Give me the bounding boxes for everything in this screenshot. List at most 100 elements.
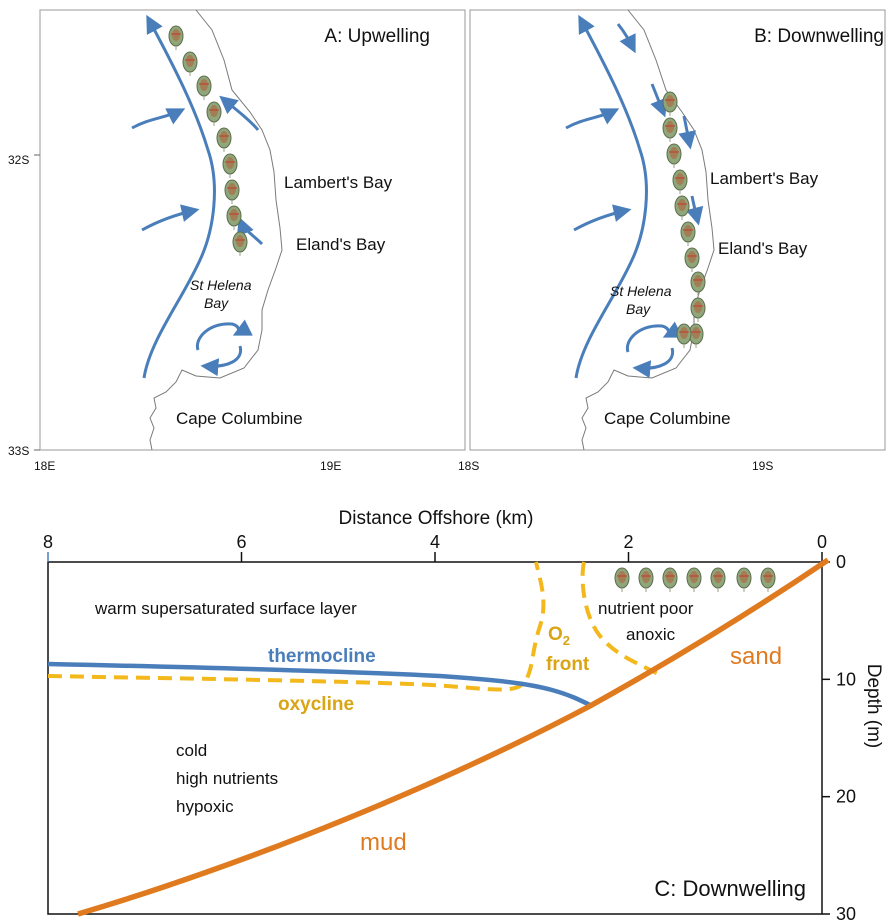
panel-b-inflow-arrow-2 <box>573 204 632 232</box>
panel-b-downwelling-arrow-2 <box>650 83 668 118</box>
label-o2-text: O <box>548 624 563 645</box>
panel-a-onshore-arrow-1 <box>219 95 260 131</box>
panel-a-place-elands: Eland's Bay <box>296 235 386 254</box>
thermocline-line <box>47 661 594 709</box>
panel-c-title: C: Downwelling <box>654 876 806 901</box>
panel-a-upwelling-arrow-1 <box>131 108 186 130</box>
panel-b-title: B: Downwelling <box>754 26 884 47</box>
panel-c-y-ticks: 0 10 20 30 <box>822 552 856 924</box>
panel-b-organism-icon-9 <box>690 297 706 322</box>
panel-a-onshore-arrow-2 <box>237 216 264 246</box>
x-tick-label-8: 8 <box>43 532 53 552</box>
panel-c-y-axis-label: Depth (m) <box>863 664 884 748</box>
panel-a-organism-icon-9 <box>232 231 248 256</box>
panel-a-organism-icon-3 <box>196 75 212 100</box>
panel-b-lon-right: 19S <box>752 459 773 473</box>
panel-a-organisms <box>168 25 248 256</box>
panel-b-organism-icon-1 <box>662 91 678 116</box>
x-tick-label-6: 6 <box>236 532 246 552</box>
panel-c-organism-icon-1 <box>614 567 630 592</box>
panel-a-lon-left: 18E <box>34 459 55 473</box>
panel-a-organism-icon-4 <box>206 101 222 126</box>
panel-b-coastline <box>581 9 715 451</box>
panel-c-organism-icon-4 <box>686 567 702 592</box>
label-cold: cold <box>176 741 207 760</box>
panel-b-organism-icon-6 <box>680 221 696 246</box>
panel-b-organism-icon-11 <box>676 323 692 348</box>
label-high-nutrients: high nutrients <box>176 769 278 788</box>
label-surface-layer: warm supersaturated surface layer <box>94 599 357 618</box>
label-oxycline: oxycline <box>278 694 354 715</box>
label-o2: O2 <box>548 624 570 648</box>
panel-b-organism-icon-5 <box>674 195 690 220</box>
y-tick-label-30: 30 <box>836 904 856 924</box>
panel-b-organism-icon-2 <box>662 117 678 142</box>
panel-a-upwelling-arrow-2 <box>141 204 200 232</box>
label-front: front <box>546 654 590 675</box>
panel-b-place-st-helena-2: Bay <box>626 301 651 317</box>
label-thermocline: thermocline <box>268 646 376 667</box>
panel-a-main-current-arrow <box>142 14 216 379</box>
panel-c-organism-icon-3 <box>662 567 678 592</box>
panel-c-organism-icon-2 <box>638 567 654 592</box>
panel-a-place-lamberts: Lambert's Bay <box>284 173 393 192</box>
panel-a-eddy-arrow-1 <box>195 319 253 351</box>
panel-c-x-axis-label: Distance Offshore (km) <box>339 508 534 529</box>
label-o2-subscript: 2 <box>563 633 570 648</box>
panel-a-map: A: Upwelling Lambert's Bay Eland's Bay S… <box>8 9 466 473</box>
panel-a-organism-icon-5 <box>216 127 232 152</box>
panel-a-frame <box>39 9 466 451</box>
panel-b-downwelling-arrow-3 <box>678 115 697 150</box>
panel-a-title: A: Upwelling <box>324 26 430 47</box>
panel-b-place-cape: Cape Columbine <box>604 409 731 428</box>
panel-b-organism-icon-7 <box>684 247 700 272</box>
panel-a-lon-right: 19E <box>320 459 341 473</box>
panel-a-eddy-arrow-2 <box>200 345 243 377</box>
y-tick-label-10: 10 <box>836 669 856 689</box>
panel-c-organisms <box>614 567 776 592</box>
oxycline-line <box>47 561 546 692</box>
panel-a-lat-top: 32S <box>8 153 29 167</box>
panel-c-x-ticks: 8 6 4 2 0 <box>43 532 827 562</box>
panel-b-organism-icon-8 <box>690 271 706 296</box>
label-anoxic: anoxic <box>626 625 676 644</box>
panel-a-organism-icon-1 <box>168 25 184 50</box>
panel-b-frame <box>469 9 886 451</box>
panel-b-organism-icon-3 <box>666 143 682 168</box>
panel-a-organism-icon-8 <box>226 205 242 230</box>
label-hypoxic: hypoxic <box>176 797 234 816</box>
y-tick-label-0: 0 <box>836 552 846 572</box>
panel-b-downwelling-arrow-4 <box>685 195 704 226</box>
panel-a-coastline <box>149 9 283 451</box>
panel-a-organism-icon-6 <box>222 153 238 178</box>
panel-b-place-elands: Eland's Bay <box>718 239 808 258</box>
panel-b-lon-left: 18S <box>458 459 479 473</box>
panel-c-organism-icon-7 <box>760 567 776 592</box>
panel-b-eddy-arrow-2 <box>632 347 675 379</box>
o2-front-line <box>580 561 659 676</box>
label-sand: sand <box>730 643 782 670</box>
x-tick-label-4: 4 <box>430 532 440 552</box>
seabed-line <box>77 557 830 917</box>
panel-b-organism-icon-4 <box>672 169 688 194</box>
panel-b-place-lamberts: Lambert's Bay <box>710 169 819 188</box>
label-nutrient-poor: nutrient poor <box>598 599 694 618</box>
panel-b-inflow-arrow-1 <box>565 108 620 130</box>
panel-a-place-st-helena-2: Bay <box>204 295 229 311</box>
label-mud: mud <box>360 829 407 856</box>
y-tick-label-20: 20 <box>836 787 856 807</box>
panel-a-lat-bottom: 33S <box>8 444 29 458</box>
panel-a-place-cape: Cape Columbine <box>176 409 303 428</box>
panel-a-organism-icon-7 <box>224 179 240 204</box>
x-tick-label-0: 0 <box>817 532 827 552</box>
x-tick-label-2: 2 <box>623 532 633 552</box>
panel-b-downwelling-arrow-1 <box>616 23 636 54</box>
panel-b-eddy-arrow-1 <box>625 321 683 353</box>
panel-b-map: B: Downwelling Lambert's Bay Eland's Bay… <box>458 9 886 473</box>
panel-b-main-current-arrow <box>574 14 648 379</box>
panel-a-organism-icon-2 <box>182 51 198 76</box>
panel-b-place-st-helena-1: St Helena <box>610 283 672 299</box>
panel-c-organism-icon-5 <box>710 567 726 592</box>
